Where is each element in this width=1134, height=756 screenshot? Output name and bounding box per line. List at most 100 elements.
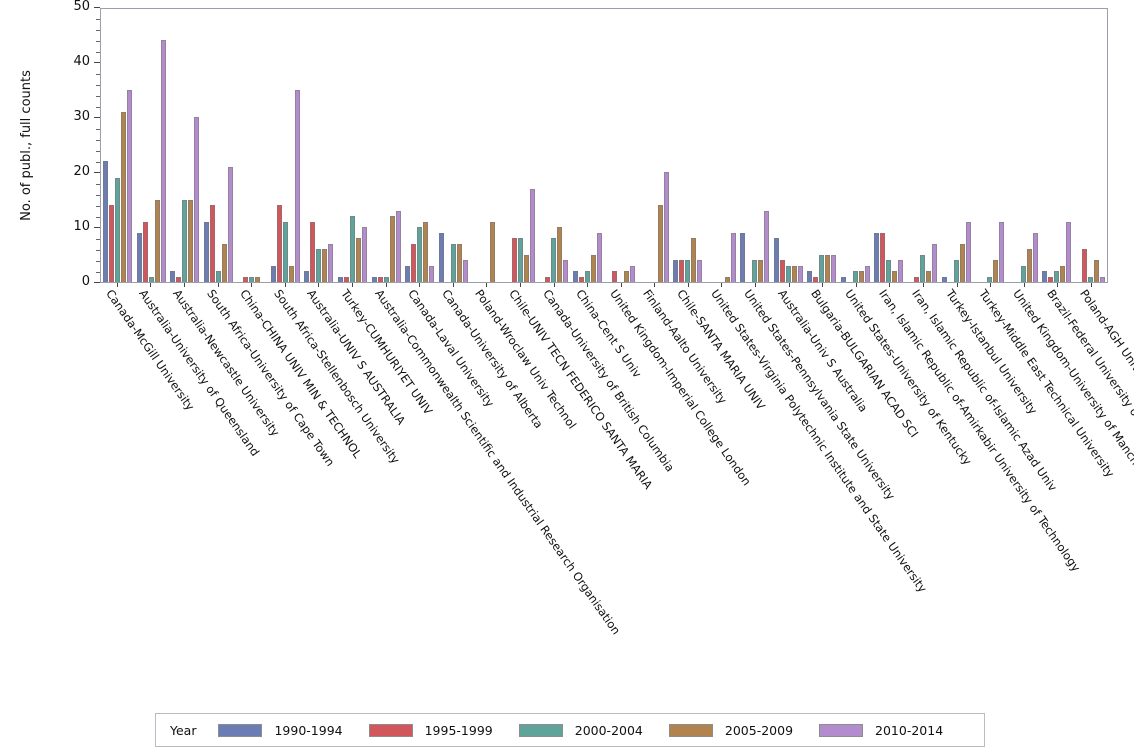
x-tick-mark xyxy=(1091,283,1093,287)
x-tick-mark xyxy=(620,283,622,287)
bar-group xyxy=(269,9,303,282)
legend-label: 2005-2009 xyxy=(724,722,794,738)
bar xyxy=(243,276,249,282)
bar-group xyxy=(872,9,906,282)
y-tick-label: 0 xyxy=(81,274,90,289)
bar xyxy=(411,243,417,282)
y-axis-minor-tick xyxy=(96,261,100,262)
legend-label: 1990-1994 xyxy=(274,722,343,738)
bar xyxy=(142,221,148,282)
x-axis-tick xyxy=(570,283,604,288)
bar xyxy=(255,276,261,282)
bar-group xyxy=(503,9,537,282)
bar xyxy=(987,276,993,282)
x-tick-mark xyxy=(1057,283,1059,287)
legend-item[interactable]: 1990-1994 xyxy=(218,722,343,738)
bar xyxy=(310,221,316,282)
x-axis-tick xyxy=(1007,283,1041,288)
bar xyxy=(361,227,367,282)
legend-item[interactable]: 2000-2004 xyxy=(518,723,643,738)
y-axis-minor-tick xyxy=(96,30,100,31)
bar xyxy=(182,199,188,282)
y-tick-mark xyxy=(94,117,100,118)
legend-item[interactable]: 2010-2014 xyxy=(819,723,943,738)
bar xyxy=(170,271,176,282)
bar xyxy=(624,271,630,282)
bar xyxy=(572,271,578,282)
bar xyxy=(270,265,276,282)
bar xyxy=(154,199,160,282)
y-axis-minor-tick xyxy=(96,184,100,185)
bar xyxy=(349,216,355,282)
y-axis-minor-tick xyxy=(96,162,100,163)
bar xyxy=(1087,276,1093,282)
bar-group xyxy=(705,9,739,282)
legend-label: 1995-1999 xyxy=(424,722,493,738)
bar xyxy=(691,238,697,282)
bar-group xyxy=(369,9,403,282)
y-tick-mark xyxy=(94,227,100,228)
y-axis-minor-tick xyxy=(96,129,100,130)
bar xyxy=(840,276,846,282)
bar xyxy=(115,177,121,282)
bar xyxy=(203,221,209,282)
x-axis-tick xyxy=(906,283,940,288)
x-axis-tick xyxy=(604,283,638,288)
bar xyxy=(730,232,736,282)
legend-item[interactable]: 1995-1999 xyxy=(368,722,493,738)
bar xyxy=(852,271,858,282)
bar-group xyxy=(336,9,370,282)
bar xyxy=(578,276,584,282)
bar xyxy=(959,243,965,282)
bar xyxy=(785,265,791,282)
bar xyxy=(764,210,770,282)
bar xyxy=(880,232,886,282)
bar xyxy=(304,271,310,282)
x-axis-tick xyxy=(100,283,134,288)
bar xyxy=(858,271,864,282)
bar xyxy=(932,243,938,282)
bar xyxy=(148,276,154,282)
bar xyxy=(462,260,468,282)
bar xyxy=(1032,232,1038,282)
bar xyxy=(864,265,870,282)
bar xyxy=(423,221,429,282)
legend-swatch xyxy=(518,723,563,737)
x-axis-tick xyxy=(503,283,537,288)
x-axis-tick xyxy=(537,283,571,288)
bar xyxy=(355,238,361,282)
bar xyxy=(136,232,142,282)
x-axis-tick xyxy=(335,283,369,288)
bar xyxy=(663,172,669,282)
x-tick-mark xyxy=(687,283,689,287)
bar xyxy=(557,227,563,282)
bar xyxy=(679,260,685,282)
x-tick-mark xyxy=(217,283,219,287)
bar xyxy=(1099,276,1105,282)
bar xyxy=(993,260,999,282)
x-axis-tick xyxy=(134,283,168,288)
bar-group xyxy=(570,9,604,282)
y-tick-label: 10 xyxy=(73,219,90,234)
bar xyxy=(450,243,456,282)
y-axis-minor-tick xyxy=(96,74,100,75)
legend: Year 1990-1994 1995-1999 2000-2004 2005-200… xyxy=(155,713,985,747)
bar xyxy=(898,260,904,282)
bar-group xyxy=(436,9,470,282)
bar xyxy=(523,254,529,282)
x-tick-mark xyxy=(553,283,555,287)
bar-group xyxy=(403,9,437,282)
bar xyxy=(103,161,109,282)
x-axis-tick xyxy=(302,283,336,288)
x-tick-mark xyxy=(150,283,152,287)
bar xyxy=(438,232,444,282)
x-tick-mark xyxy=(990,283,992,287)
x-axis-tick xyxy=(638,283,672,288)
x-axis-tick xyxy=(671,283,705,288)
bar xyxy=(188,199,194,282)
x-axis-tick xyxy=(369,283,403,288)
bar xyxy=(221,243,227,282)
legend-item[interactable]: 2005-2009 xyxy=(668,722,794,738)
y-tick-label: 50 xyxy=(73,0,90,14)
x-axis-tick xyxy=(167,283,201,288)
